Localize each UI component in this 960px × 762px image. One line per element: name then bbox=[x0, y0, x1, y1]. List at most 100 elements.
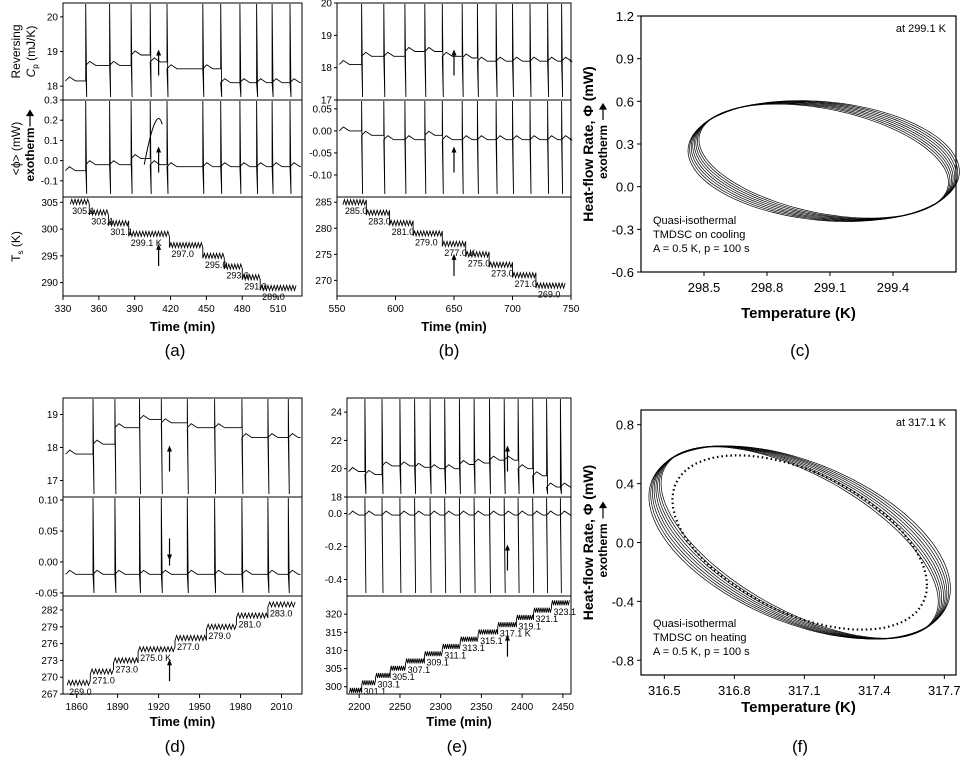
y-tick-label: 19 bbox=[321, 31, 333, 42]
y-tick-label: -0.6 bbox=[612, 265, 634, 280]
loop-trace bbox=[648, 445, 951, 640]
y-tick-label: 18 bbox=[47, 443, 59, 454]
y-tick-label: 0.8 bbox=[616, 418, 634, 433]
y-tick-label: 20 bbox=[331, 464, 343, 475]
y-tick-label: 0.10 bbox=[39, 496, 59, 507]
cp-arrow-head bbox=[451, 49, 457, 56]
note-line: TMDSC on cooling bbox=[653, 229, 745, 241]
x-tick-label: 390 bbox=[126, 304, 143, 315]
step-label: 305.1 bbox=[392, 672, 415, 682]
y-axis-label-line1: Heat-flow Rate, Φ (mW) bbox=[580, 66, 596, 221]
y-tick-label: 273 bbox=[41, 656, 58, 667]
note-line: TMDSC on heating bbox=[653, 632, 747, 644]
phi-ylabel-line1: <ϕ> (mW) bbox=[9, 122, 23, 175]
step-label: 293.0 bbox=[226, 271, 249, 281]
x-tick-label: 700 bbox=[504, 304, 521, 315]
panel-caption: (f) bbox=[792, 737, 808, 756]
x-tick-label: 2400 bbox=[511, 702, 534, 713]
step-label: 311.1 bbox=[444, 650, 466, 660]
step-label: 271.0 bbox=[92, 676, 115, 686]
cp-arrow-head bbox=[167, 445, 173, 452]
y-tick-label: 267 bbox=[41, 690, 58, 701]
panel-caption: (b) bbox=[439, 341, 460, 360]
y-tick-label: 279 bbox=[41, 622, 58, 633]
y-tick-label: -0.4 bbox=[325, 575, 343, 586]
ts-arrow-head bbox=[451, 253, 457, 260]
cp-ylabel: Reversing Cp (mJ/K) bbox=[9, 24, 40, 78]
x-tick-label: 316.8 bbox=[718, 683, 751, 698]
exotherm-arrow bbox=[25, 109, 35, 127]
note-line: Quasi-isothermal bbox=[653, 618, 736, 630]
chart-f: -0.8 -0.4 0.0 0.4 0.8 316.5 316.8 317.1 317.4 317… bbox=[580, 409, 960, 756]
x-tick-label: 298.8 bbox=[751, 280, 784, 295]
cp-arrow-head bbox=[504, 445, 510, 452]
x-axis-label: Temperature (K) bbox=[741, 305, 856, 322]
y-tick-label: 276 bbox=[41, 639, 58, 650]
x-tick-label: 299.1 bbox=[814, 280, 847, 295]
y-tick-label: 315 bbox=[325, 628, 342, 639]
ts-trace bbox=[66, 600, 296, 687]
step-label: 323.1 bbox=[553, 607, 576, 617]
y-tick-label: 22 bbox=[331, 436, 343, 447]
y-tick-label: 305 bbox=[41, 198, 58, 209]
ts-ylabel-unit: (K) bbox=[9, 231, 23, 250]
cp-ylabel-c: C bbox=[24, 68, 38, 77]
loop-trace bbox=[692, 101, 956, 221]
step-label: 297.0 bbox=[171, 249, 194, 259]
loop-trace bbox=[657, 445, 943, 640]
y-tick-label: 0.3 bbox=[616, 137, 634, 152]
cp-trace bbox=[338, 3, 574, 98]
panel-phi: -0.1 0.0 0.1 0.2 0.3 bbox=[41, 96, 303, 198]
y-tick-label: 275 bbox=[315, 250, 332, 261]
y-tick-label: 0.0 bbox=[44, 156, 58, 167]
x-tick-label: 317.4 bbox=[858, 683, 891, 698]
note-line: Quasi-isothermal bbox=[653, 215, 736, 227]
y-tick-label: 270 bbox=[315, 276, 332, 287]
phi-arrow-head bbox=[504, 544, 510, 551]
cp-ylabel-sub: p bbox=[31, 64, 40, 69]
annotation: at 317.1 K bbox=[896, 417, 947, 429]
step-label: 279.0 bbox=[208, 631, 231, 641]
step-label: 283.0 bbox=[368, 217, 391, 227]
loop-trace bbox=[650, 445, 950, 640]
x-tick-label: 316.5 bbox=[648, 683, 681, 698]
y-tick-label: 18 bbox=[321, 63, 333, 74]
panel-frame bbox=[346, 595, 572, 695]
step-label: 275.0 K bbox=[140, 653, 171, 663]
y-tick-label: 0.05 bbox=[39, 527, 59, 538]
step-label: 273.0 bbox=[116, 664, 139, 674]
x-axis-label: Time (min) bbox=[426, 714, 492, 729]
y-tick-label: 270 bbox=[41, 673, 58, 684]
x-tick-label: 330 bbox=[55, 304, 72, 315]
y-axis-label: Heat-flow Rate, Φ (mW) exotherm bbox=[580, 66, 610, 221]
phi-peak bbox=[143, 118, 163, 165]
x-tick-label: 510 bbox=[270, 304, 287, 315]
loop-trace bbox=[687, 100, 960, 222]
panel-cp: 17 18 19 bbox=[47, 397, 303, 498]
y-tick-label: 305 bbox=[325, 664, 342, 675]
x-tick-label: 298.5 bbox=[688, 280, 721, 295]
x-tick-label: 317.1 bbox=[788, 683, 821, 698]
panel-cp: 18 19 20 bbox=[47, 2, 303, 101]
panel-frame bbox=[62, 496, 303, 597]
panel-caption: (c) bbox=[790, 341, 810, 360]
y-tick-label: 295 bbox=[41, 251, 58, 262]
panel-cp: 18 20 22 24 bbox=[331, 397, 572, 504]
x-tick-label: 1890 bbox=[107, 702, 130, 713]
panel-caption: (d) bbox=[165, 737, 186, 756]
y-tick-label: 18 bbox=[47, 82, 59, 93]
phi-trace bbox=[65, 100, 301, 195]
y-axis-label-line2: exotherm bbox=[596, 125, 610, 179]
x-tick-label: 1980 bbox=[229, 702, 252, 713]
x-tick-label: 360 bbox=[91, 304, 108, 315]
y-tick-label: -0.4 bbox=[612, 594, 634, 609]
y-tick-label: 1.2 bbox=[616, 9, 634, 24]
x-tick-label: 480 bbox=[234, 304, 251, 315]
panel-caption: (a) bbox=[165, 341, 186, 360]
phi-trace bbox=[338, 100, 574, 195]
loop-trace bbox=[660, 446, 939, 639]
step-label: 291.0 bbox=[244, 281, 267, 291]
step-label: 277.0 bbox=[177, 642, 200, 652]
y-tick-label: 18 bbox=[331, 493, 343, 504]
step-label: 295.0 bbox=[205, 260, 228, 270]
